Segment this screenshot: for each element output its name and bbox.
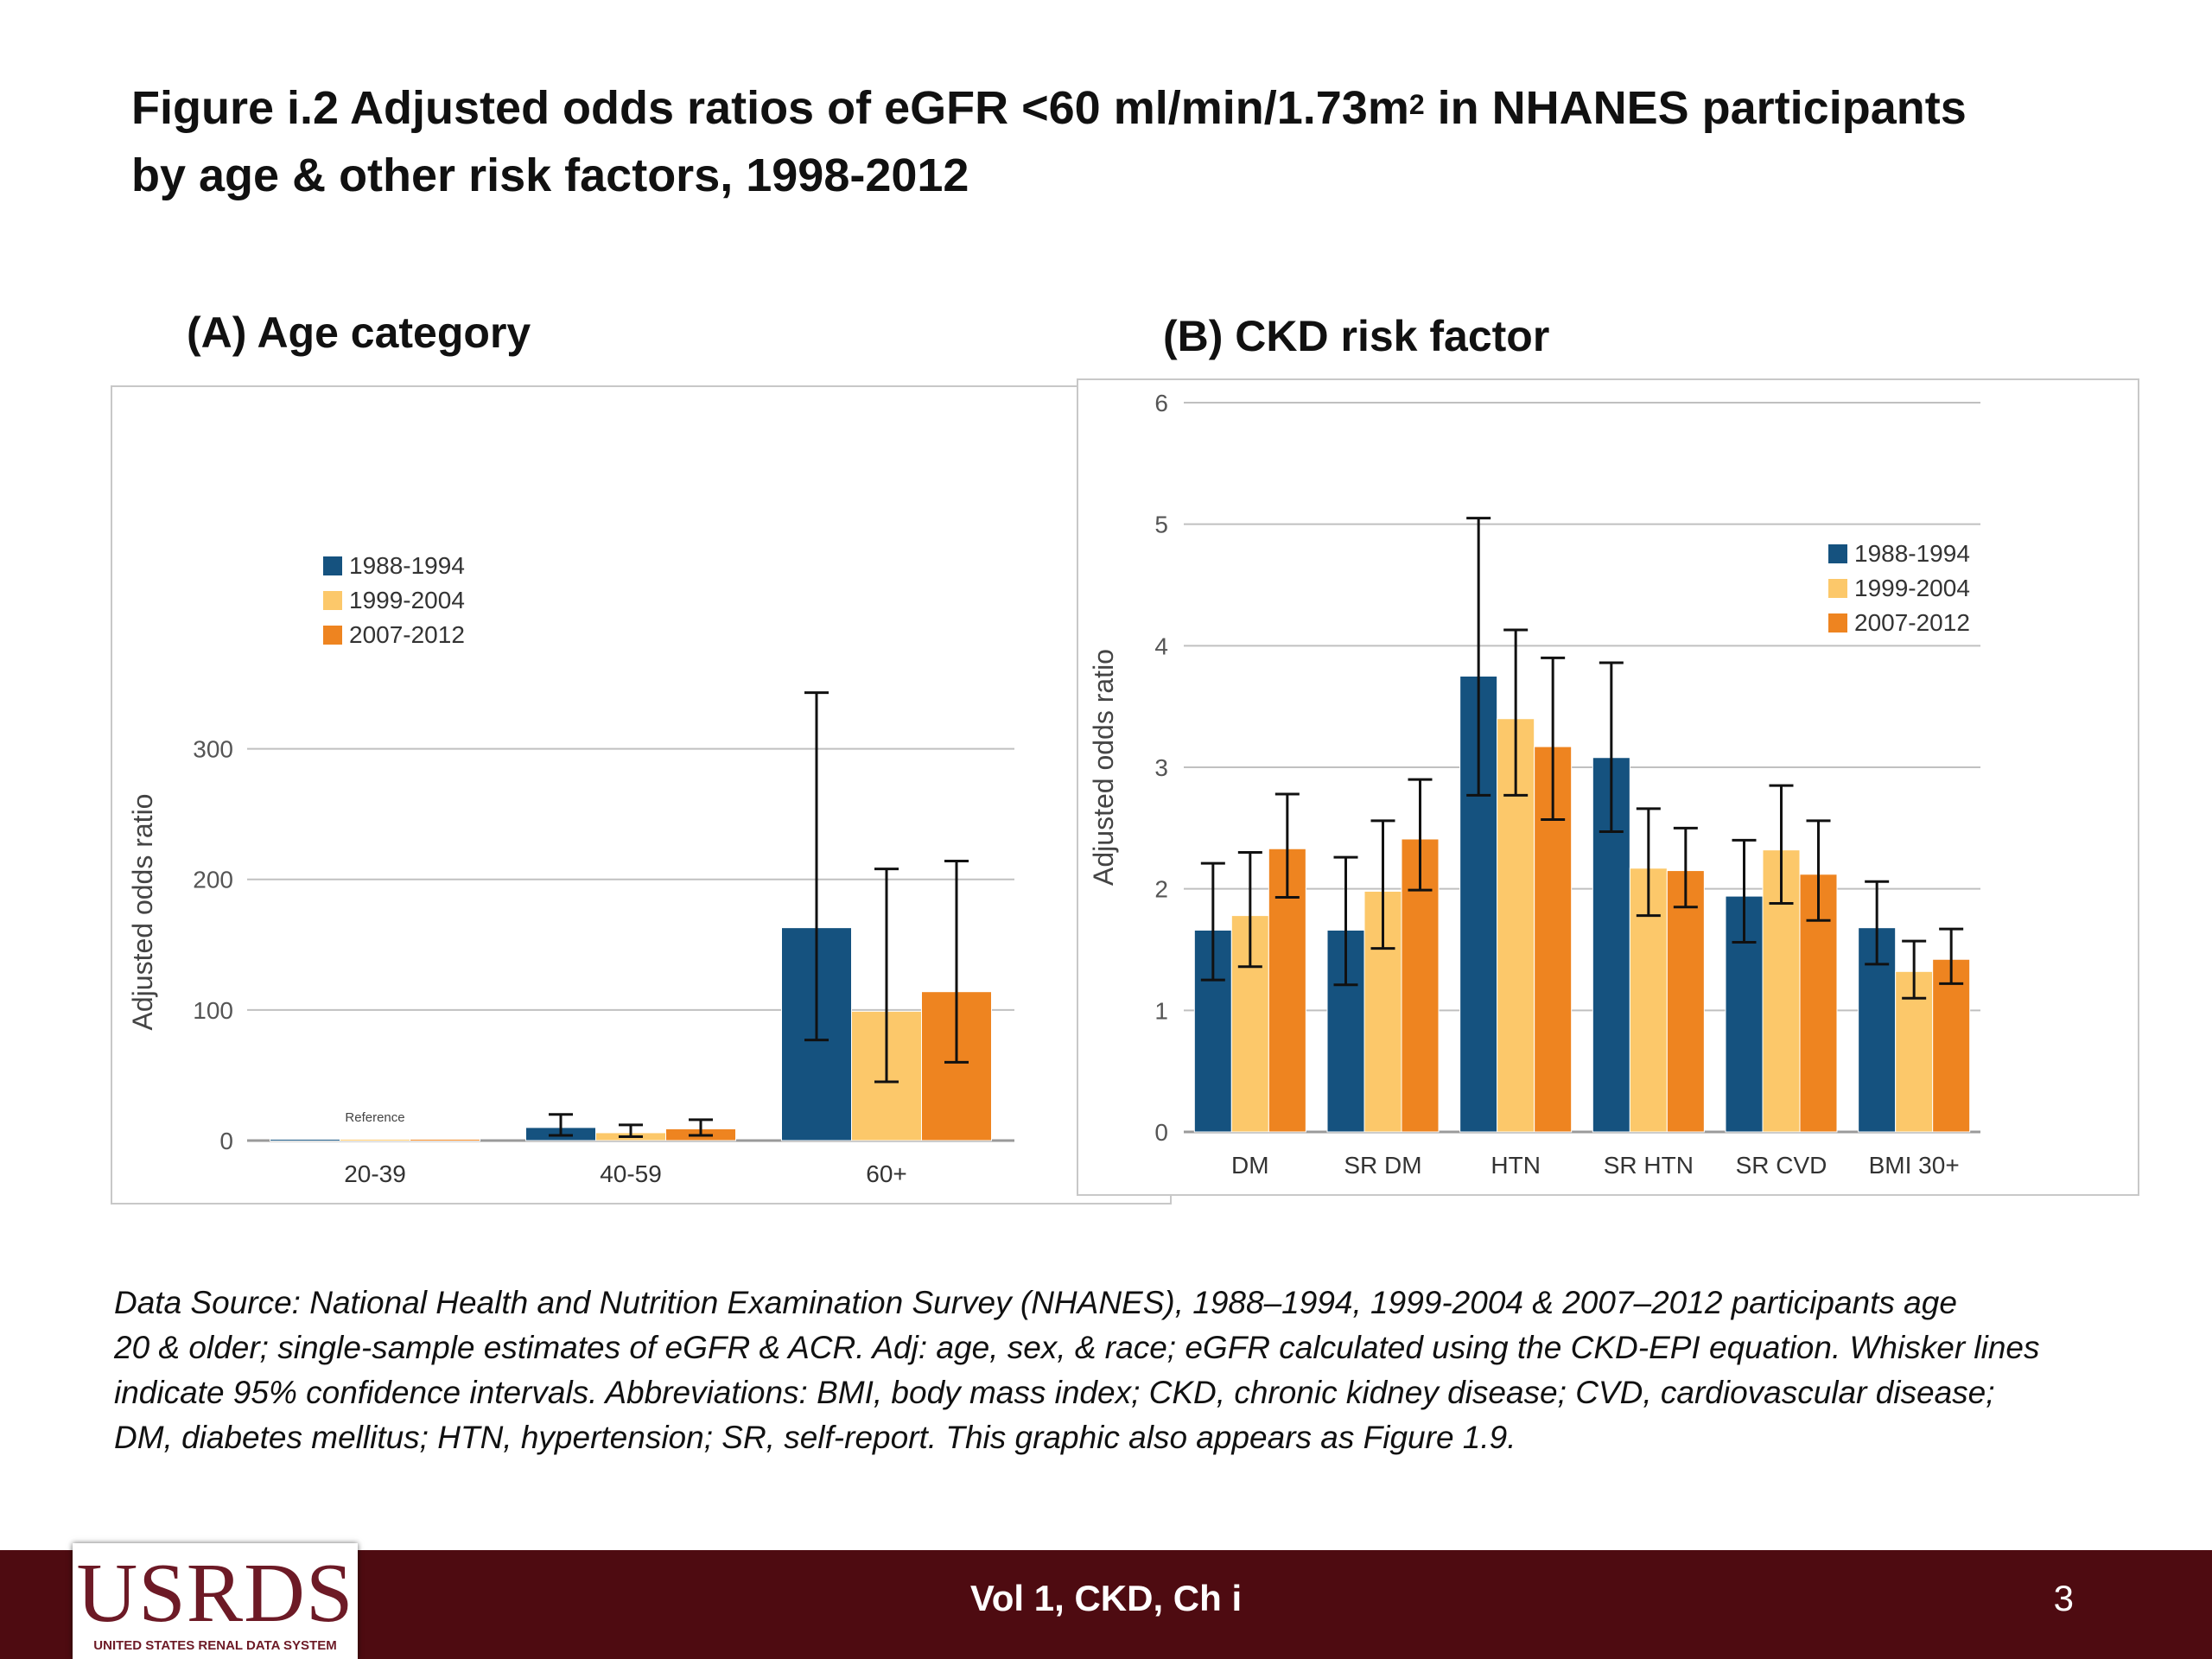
legend-label: 1999-2004: [349, 587, 465, 613]
title-superscript: 2: [1408, 89, 1425, 120]
reference-annotation: Reference: [345, 1110, 404, 1125]
legend-swatch: [1828, 613, 1847, 632]
legend-label: 1988-1994: [1854, 540, 1970, 567]
bar: [270, 1138, 340, 1141]
x-tick-label: 60+: [866, 1160, 907, 1187]
chart-b-frame: 0 1 2 3 4 5 6 Adjusted odds ratio DM SR DM HTN SR H…: [1077, 378, 2139, 1196]
source-line: 20 & older; single-sample estimates of e…: [114, 1330, 2040, 1365]
x-tick-label: SR CVD: [1736, 1152, 1827, 1179]
y-tick-label: 6: [1154, 390, 1168, 416]
legend-swatch: [323, 556, 342, 575]
data-source-note: Data Source: National Health and Nutriti…: [114, 1281, 2101, 1460]
legend-label: 2007-2012: [349, 621, 465, 648]
y-tick-label: 5: [1154, 512, 1168, 538]
figure-title: Figure i.2 Adjusted odds ratios of eGFR …: [131, 74, 2119, 209]
y-axis-label: Adjusted odds ratio: [1088, 649, 1119, 886]
legend-label: 1999-2004: [1854, 575, 1970, 601]
y-tick-label: 0: [1154, 1119, 1168, 1146]
x-tick-label: BMI 30+: [1869, 1152, 1960, 1179]
panel-b-title: (B) CKD risk factor: [1163, 312, 1550, 360]
y-tick-label: 200: [193, 867, 233, 893]
bar: [1932, 958, 1971, 1133]
y-tick-label: 4: [1154, 632, 1168, 659]
title-text-b: in NHANES participants: [1424, 82, 1967, 134]
bar: [410, 1138, 480, 1141]
y-axis-label: Adjusted odds ratio: [127, 794, 158, 1031]
legend-swatch: [1828, 544, 1847, 563]
y-tick-label: 2: [1154, 876, 1168, 903]
title-line-1: Figure i.2 Adjusted odds ratios of eGFR …: [131, 74, 2119, 142]
source-line: indicate 95% confidence intervals. Abbre…: [114, 1375, 1995, 1410]
chart-a-frame: 0 100 200 300 Adjusted odds ratio 20-39 40-59 6…: [111, 385, 1172, 1205]
footer-bar: [0, 1550, 2212, 1659]
y-tick-label: 300: [193, 736, 233, 763]
y-tick-label: 1: [1154, 997, 1168, 1024]
title-text-a: Figure i.2 Adjusted odds ratios of eGFR …: [131, 82, 1409, 134]
logo-subtitle: UNITED STATES RENAL DATA SYSTEM: [93, 1638, 337, 1653]
source-line: Data Source: National Health and Nutriti…: [114, 1285, 1957, 1320]
title-line-2: by age & other risk factors, 1998-2012: [131, 149, 969, 201]
y-tick-label: 100: [193, 997, 233, 1024]
footer-chapter-label: Vol 1, CKD, Ch i: [969, 1578, 1243, 1618]
x-tick-label: 20-39: [344, 1160, 406, 1187]
legend-swatch: [1828, 579, 1847, 598]
y-tick-label: 0: [219, 1128, 233, 1154]
source-line: DM, diabetes mellitus; HTN, hypertension…: [114, 1420, 1516, 1455]
x-tick-label: HTN: [1491, 1152, 1541, 1179]
panel-a-title: (A) Age category: [187, 308, 531, 357]
chart-a-age-category: 0 100 200 300 Adjusted odds ratio 20-39 40-59 6…: [127, 552, 1014, 1187]
x-tick-label: DM: [1231, 1152, 1269, 1179]
bar: [340, 1138, 410, 1141]
y-tick-label: 3: [1154, 754, 1168, 781]
bar: [1666, 870, 1705, 1133]
logo-wordmark: USRDS: [76, 1547, 354, 1640]
x-tick-label: SR DM: [1344, 1152, 1421, 1179]
usrds-logo[interactable]: USRDS UNITED STATES RENAL DATA SYSTEM: [73, 1543, 358, 1659]
chart-b-ckd-risk-factor: 0 1 2 3 4 5 6 Adjusted odds ratio DM SR DM HTN SR H…: [1088, 390, 1980, 1179]
legend-label: 1988-1994: [349, 552, 465, 579]
legend-swatch: [323, 591, 342, 610]
x-tick-label: 40-59: [600, 1160, 662, 1187]
legend-label: 2007-2012: [1854, 609, 1970, 636]
page-number: 3: [2053, 1578, 2074, 1618]
x-tick-label: SR HTN: [1604, 1152, 1694, 1179]
legend-swatch: [323, 626, 342, 645]
